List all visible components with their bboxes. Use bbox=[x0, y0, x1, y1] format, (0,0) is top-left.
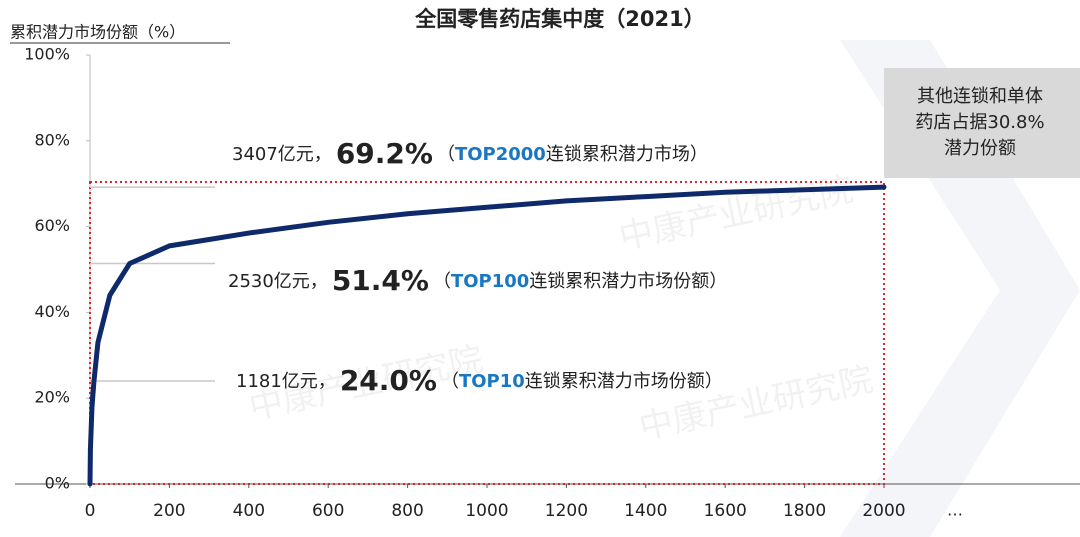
side-note-line: 药店占据30.8% bbox=[915, 112, 1044, 133]
y-tick-label: 80% bbox=[34, 130, 70, 149]
x-tick-label: 800 bbox=[391, 501, 423, 521]
annotation-share: 51.4% bbox=[332, 264, 429, 297]
annotation-amount: 3407亿元， bbox=[232, 144, 332, 165]
y-tick-label: 40% bbox=[34, 302, 70, 321]
annotation-paren: （ bbox=[441, 371, 459, 392]
side-note-box bbox=[884, 68, 1080, 178]
annotation-desc: 连锁累积潜力市场份额） bbox=[525, 371, 723, 392]
x-tick-label: 200 bbox=[153, 501, 185, 521]
x-axis-end-label: … bbox=[947, 501, 963, 520]
annotation-share: 24.0% bbox=[340, 364, 437, 397]
highlight-box bbox=[89, 181, 885, 485]
x-tick-label: 1000 bbox=[465, 501, 508, 521]
annotation-paren: （ bbox=[433, 271, 451, 292]
annotation-highlight: TOP2000 bbox=[455, 144, 546, 165]
annotation-paren: （ bbox=[437, 144, 455, 165]
y-tick-label: 0% bbox=[45, 474, 70, 493]
watermarks: 中康产业研究院 中康产业研究院 中康产业研究院 bbox=[246, 169, 877, 448]
x-tick-label: 400 bbox=[233, 501, 265, 521]
annotation-highlight: TOP10 bbox=[459, 371, 525, 392]
annotation-desc: 连锁累积潜力市场份额） bbox=[529, 271, 727, 292]
side-note-line: 潜力份额 bbox=[944, 138, 1016, 159]
x-tick-label: 1400 bbox=[624, 501, 667, 521]
side-note-line: 其他连锁和单体 bbox=[917, 86, 1043, 107]
x-tick-label: 2000 bbox=[862, 501, 905, 521]
annotation: 2530亿元， 51.4% （TOP100连锁累积潜力市场份额） bbox=[228, 264, 727, 297]
y-tick-label: 60% bbox=[34, 216, 70, 235]
y-tick-label: 100% bbox=[24, 45, 70, 64]
y-tick-label: 20% bbox=[34, 388, 70, 407]
chart-title: 全国零售药店集中度（2021） bbox=[414, 7, 704, 31]
x-tick-label: 1800 bbox=[783, 501, 826, 521]
annotation-desc: 连锁累积潜力市场） bbox=[546, 144, 708, 165]
x-tick-label: 600 bbox=[312, 501, 344, 521]
annotation-highlight: TOP100 bbox=[451, 271, 529, 292]
annotation-amount: 1181亿元， bbox=[236, 371, 336, 392]
annotation-amount: 2530亿元， bbox=[228, 271, 328, 292]
line-series bbox=[87, 184, 887, 487]
annotation: 1181亿元， 24.0% （TOP10连锁累积潜力市场份额） bbox=[236, 364, 723, 397]
annotation: 3407亿元， 69.2% （TOP2000连锁累积潜力市场） bbox=[232, 137, 708, 170]
y-axis-title: 累积潜力市场份额（%） bbox=[10, 23, 185, 42]
x-tick-label: 1600 bbox=[704, 501, 747, 521]
x-tick-label: 1200 bbox=[545, 501, 588, 521]
annotation-share: 69.2% bbox=[336, 137, 433, 170]
x-tick-label: 0 bbox=[85, 501, 96, 521]
